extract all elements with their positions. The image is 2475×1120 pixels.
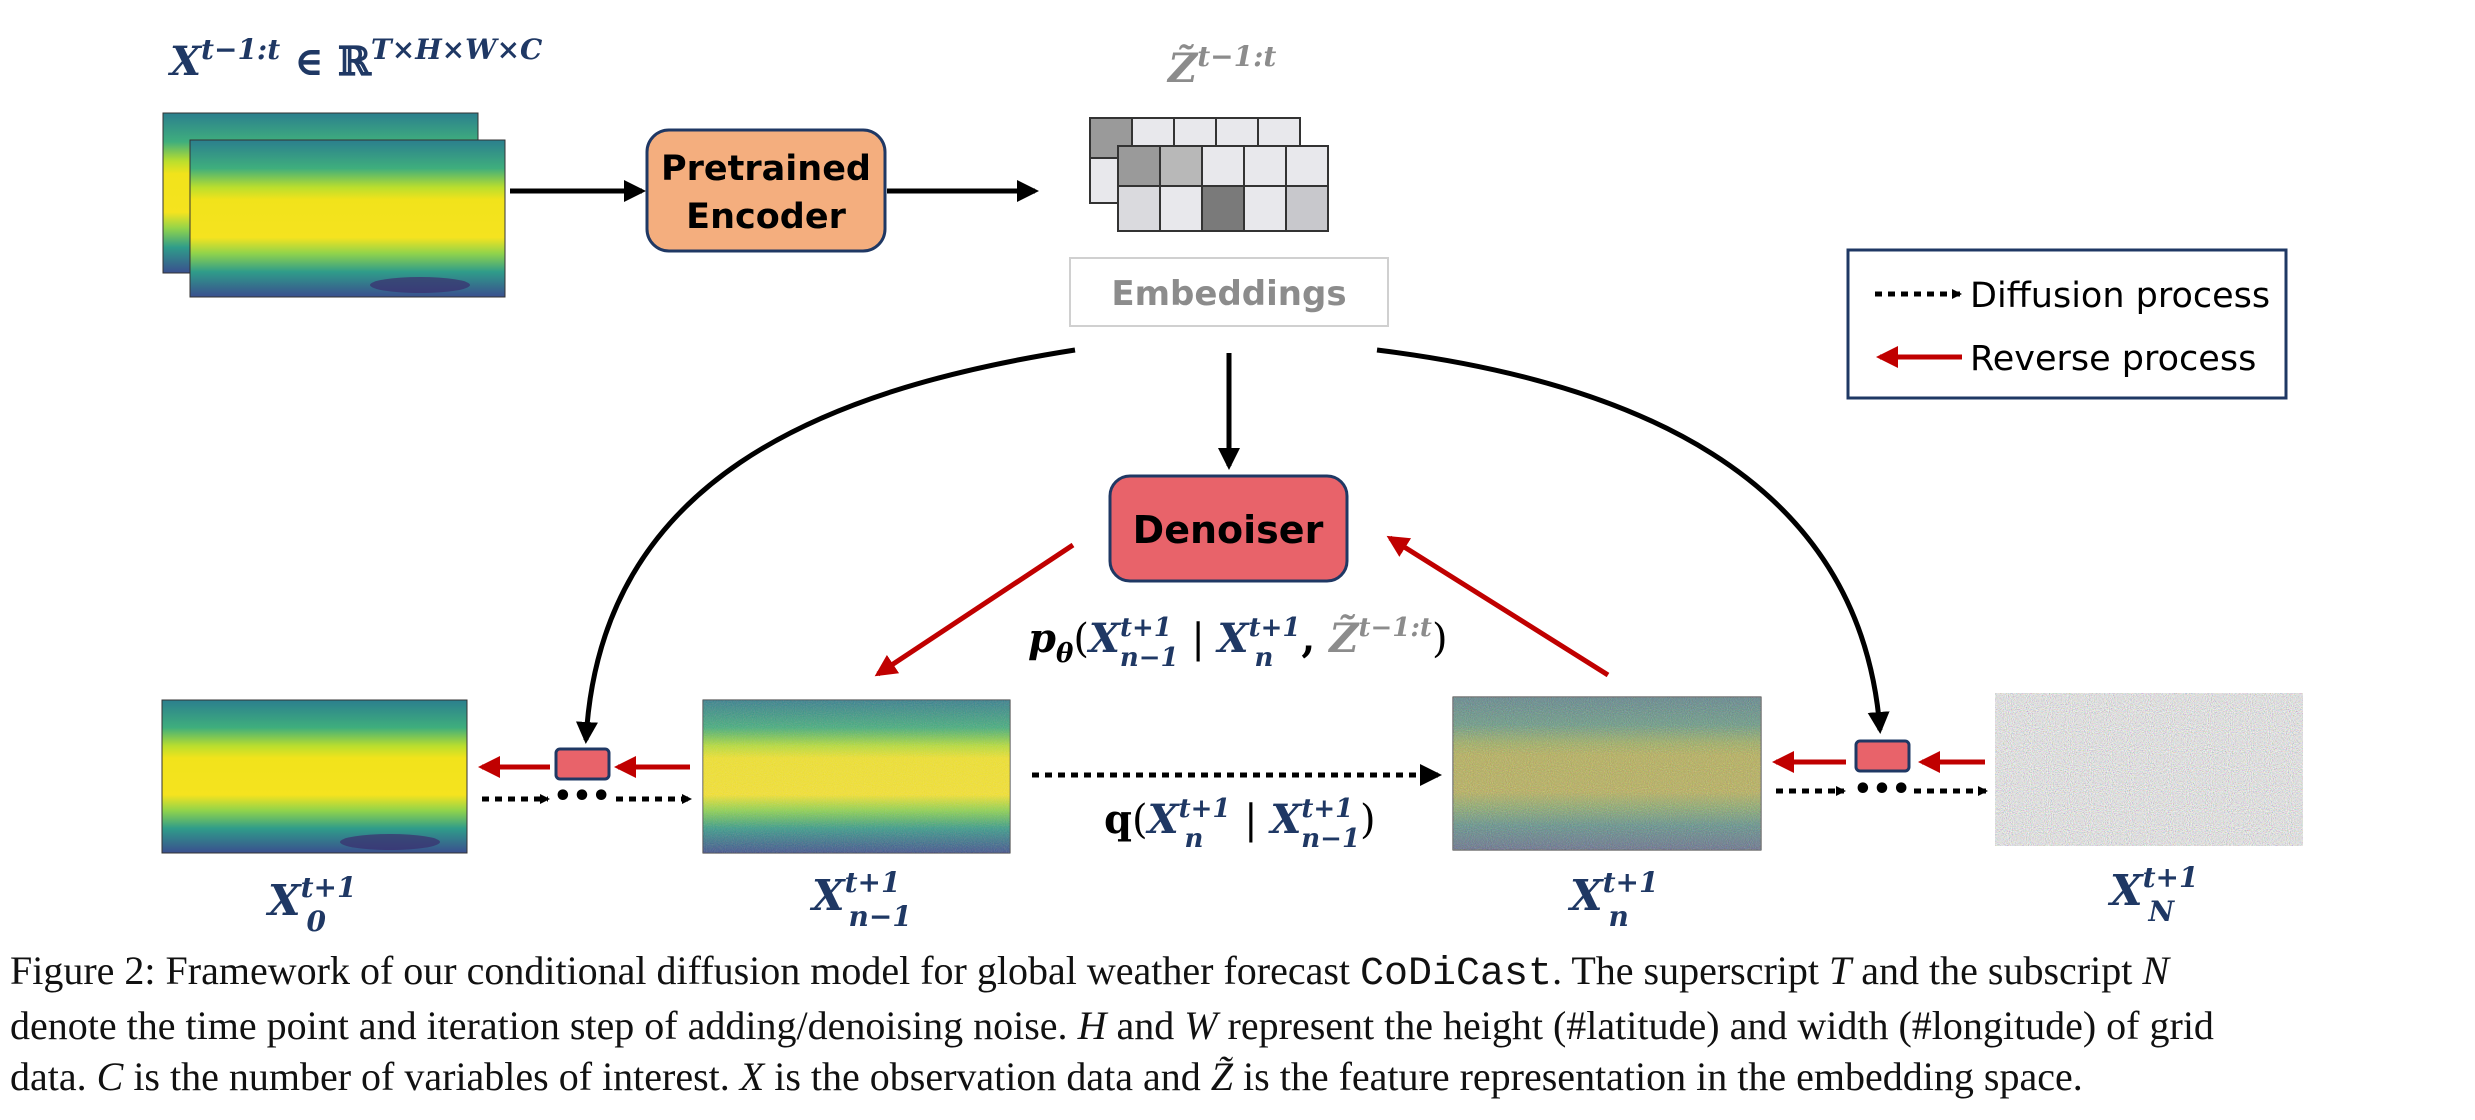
caption-code-name: CoDiCast [1360,952,1553,997]
conditioning-curve-right [1376,347,1890,734]
legend-diffusion-label: Diffusion process [1970,276,2270,316]
caption-line-1: Figure 2: Framework of our conditional d… [10,948,2170,997]
p-theta-formula: pθ(Xt+1 n−1 | Xt+1 n, Z̃t−1:t) [1028,613,1448,673]
state-label-x-n-minus-1: Xt+1 n−1 [809,866,912,933]
reverse-arrow-denoiser-out [874,542,1075,677]
svg-text:•••: ••• [1853,772,1911,807]
embedding-grid-icon [1089,117,1329,232]
state-label-x-n: Xt+1 n [1567,866,1658,933]
denoiser-box: Denoiser [1108,474,1349,583]
reverse-step-right: ••• [1772,739,1988,807]
svg-text:Encoder: Encoder [686,197,846,237]
state-label-x0: Xt+1 0 [265,871,356,938]
reverse-step-left: ••• [478,747,692,814]
field-x0 [161,699,468,854]
caption-line-3: data. C is the number of variables of in… [10,1054,2083,1099]
conditioning-curve-left [575,347,1076,744]
svg-text:•••: ••• [553,779,611,814]
svg-text:Pretrained: Pretrained [661,149,871,189]
embedding-z-label: Z̃t−1:t [1166,40,1276,92]
svg-text:Embeddings: Embeddings [1111,274,1346,314]
framework-diagram: Xt−1:t ∈ ℝT×H×W×C Pretrained Encoder Z̃t… [161,33,2304,938]
legend-reverse-label: Reverse process [1970,339,2256,379]
input-field-stack [162,112,506,298]
pretrained-encoder-box: Pretrained Encoder [645,128,887,253]
embeddings-box: Embeddings [1069,257,1389,327]
legend: Diffusion process Reverse process [1846,248,2288,400]
input-label: Xt−1:t ∈ ℝT×H×W×C [167,33,543,85]
q-formula: q(Xt+1 n | Xt+1 n−1) [1104,794,1376,854]
reverse-arrow-denoiser-in [1386,535,1610,678]
state-label-x-N: Xt+1 N [2107,861,2198,928]
field-x-n-minus-1 [702,699,1011,854]
svg-text:Denoiser: Denoiser [1133,508,1324,552]
caption-line-2: denote the time point and iteration step… [10,1003,2214,1048]
figure-caption: Figure 2: Framework of our conditional d… [10,945,2470,1102]
field-x-N [1994,692,2304,847]
field-x-n [1452,696,1762,851]
